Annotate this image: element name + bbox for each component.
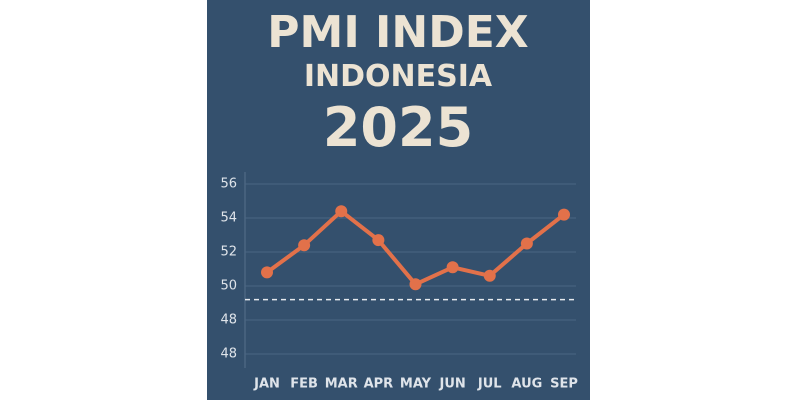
y-tick-label: 50 [220,279,237,294]
y-tick-label: 54 [220,211,237,226]
panel [207,0,590,400]
y-tick-label: 48 [220,313,237,328]
point [409,278,422,291]
y-tick-label: 56 [220,177,237,192]
x-tick-label: FEB [290,377,318,392]
chart-year: 2025 [323,96,473,159]
point [520,237,533,250]
x-tick-label: JUL [477,377,502,392]
point [372,234,385,247]
x-tick-label: JAN [253,377,280,392]
point [335,205,348,218]
point [298,239,311,252]
y-tick-label: 52 [220,245,237,260]
x-tick-label: SEP [550,377,578,392]
chart-subtitle: INDONESIA [304,59,493,94]
x-tick-label: MAR [325,377,358,392]
x-tick-label: JUN [438,377,465,392]
y-tick-label: 48 [220,347,237,362]
chart-title: PMI INDEX [267,7,528,58]
x-tick-label: APR [364,377,394,392]
point [483,269,496,282]
x-tick-label: AUG [511,377,542,392]
point [261,266,273,279]
x-tick-label: MAY [400,377,432,392]
point [446,261,459,274]
point [558,208,570,221]
